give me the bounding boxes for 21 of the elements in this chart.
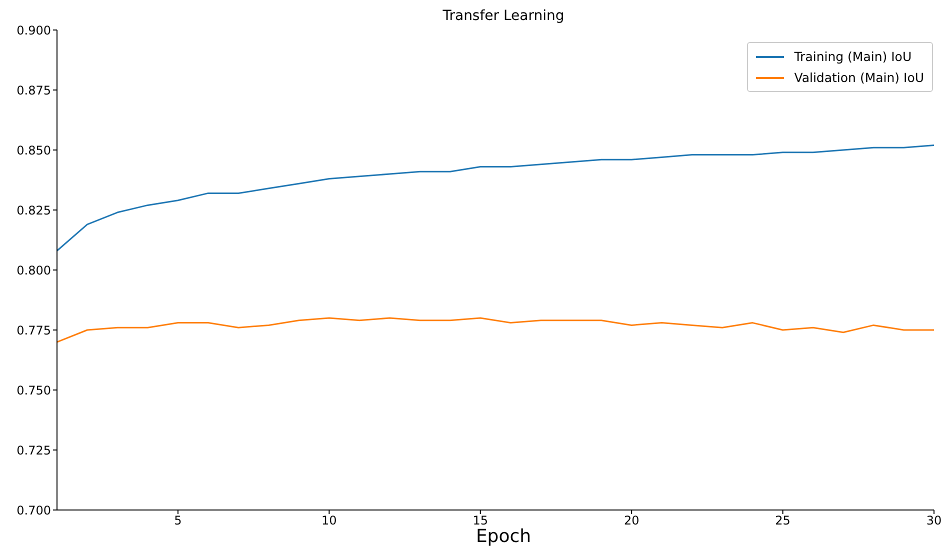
y-tick-label: 0.775 (16, 323, 51, 338)
x-tick-label: 25 (775, 514, 790, 528)
x-axis-title: Epoch (474, 526, 532, 548)
legend-label: Validation (Main) IoU (794, 69, 924, 87)
x-tick-label: 15 (472, 514, 488, 528)
x-tick-label: 5 (174, 514, 182, 528)
x-tick-label: 30 (926, 514, 942, 528)
line-series (57, 317, 934, 343)
y-tick-label: 0.750 (16, 383, 51, 398)
legend-label: Training (Main) IoU (794, 48, 912, 66)
y-tick-label: 0.825 (16, 203, 51, 218)
y-tick-label: 0.700 (16, 503, 51, 518)
y-tick-label: 0.875 (16, 83, 51, 98)
x-tick-label: 20 (624, 514, 640, 528)
y-tick-label: 0.800 (16, 263, 51, 278)
line-series (57, 144, 934, 252)
chart-title: Transfer Learning (442, 8, 566, 24)
y-tick-label: 0.725 (16, 443, 51, 458)
x-tick-label: 10 (322, 514, 337, 528)
y-tick-label: 0.850 (16, 143, 51, 158)
y-tick-label: 0.900 (16, 23, 51, 38)
